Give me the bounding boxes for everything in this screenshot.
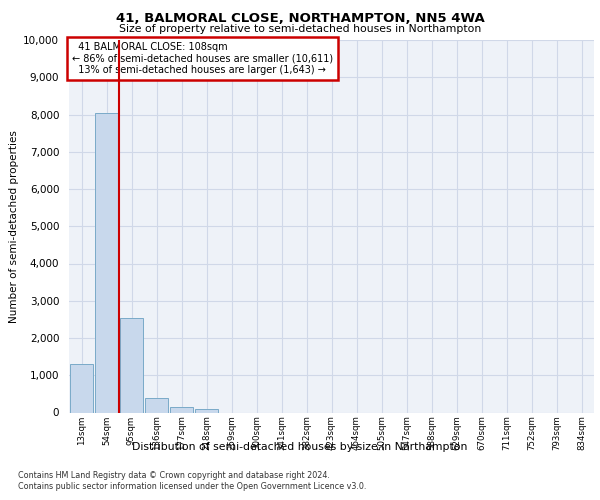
Bar xyxy=(70,364,93,412)
Text: Contains public sector information licensed under the Open Government Licence v3: Contains public sector information licen… xyxy=(18,482,367,491)
Text: Contains HM Land Registry data © Crown copyright and database right 2024.: Contains HM Land Registry data © Crown c… xyxy=(18,471,330,480)
Text: 41 BALMORAL CLOSE: 108sqm  
← 86% of semi-detached houses are smaller (10,611)
 : 41 BALMORAL CLOSE: 108sqm ← 86% of semi-… xyxy=(71,42,333,75)
Bar xyxy=(170,408,193,412)
Bar xyxy=(195,409,218,412)
Text: Distribution of semi-detached houses by size in Northampton: Distribution of semi-detached houses by … xyxy=(133,442,467,452)
Text: Size of property relative to semi-detached houses in Northampton: Size of property relative to semi-detach… xyxy=(119,24,481,34)
Bar xyxy=(145,398,168,412)
Y-axis label: Number of semi-detached properties: Number of semi-detached properties xyxy=(9,130,19,322)
Text: 41, BALMORAL CLOSE, NORTHAMPTON, NN5 4WA: 41, BALMORAL CLOSE, NORTHAMPTON, NN5 4WA xyxy=(116,12,484,26)
Bar xyxy=(95,112,118,412)
Bar xyxy=(120,318,143,412)
